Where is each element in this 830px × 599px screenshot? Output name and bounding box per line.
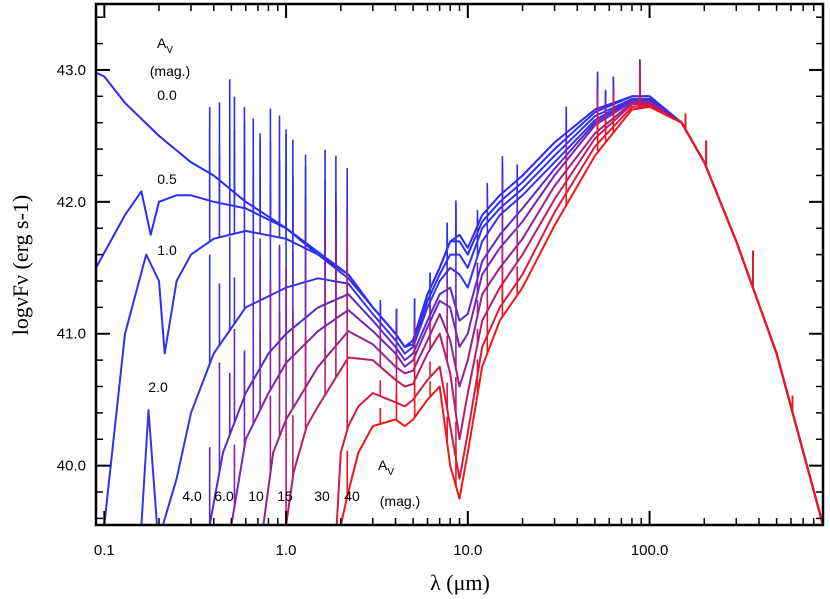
series-label-av-30: 30 <box>314 488 330 504</box>
y-tick-label: 40.0 <box>57 458 86 475</box>
series-line-av-0-0 <box>96 71 823 525</box>
series-label-av-1-0: 1.0 <box>157 242 177 258</box>
series-label-av-0-5: 0.5 <box>157 171 177 187</box>
series-line-av-30 <box>335 104 823 525</box>
av-symbol-bottom: AV <box>378 457 394 478</box>
series-labels: 0.0 0.5 1.0 2.0 4.0 6.0 10 15 30 40 <box>148 87 360 504</box>
y-tick-label: 41.0 <box>57 326 86 343</box>
plot-area <box>96 59 823 525</box>
av-symbol: AV <box>157 35 173 56</box>
av-unit: (mag.) <box>150 63 190 79</box>
x-tick-label: 0.1 <box>94 542 115 559</box>
series-line-av-4-0 <box>208 99 823 525</box>
series-line-av-2-0 <box>140 98 823 525</box>
series-label-av-2-0: 2.0 <box>148 379 168 395</box>
series-line-av-6-0 <box>230 100 823 525</box>
series-label-av-4-0: 4.0 <box>182 488 202 504</box>
axis-ticks: 0.1 1.0 10.0 100.040.041.042.043.0 <box>57 4 824 559</box>
plot-frame <box>94 2 825 527</box>
x-tick-label: 1.0 <box>276 542 297 559</box>
series-line-av-0-5 <box>96 95 823 525</box>
y-tick-label: 43.0 <box>57 62 86 79</box>
x-axis-title: λ (μm) <box>430 570 490 595</box>
av-legend-bottom: AV (mag.) <box>378 457 420 509</box>
series-label-av-0-0: 0.0 <box>157 87 177 103</box>
y-axis-title: logνFν (erg s-1) <box>8 195 33 335</box>
series-label-av-10: 10 <box>248 488 264 504</box>
av-unit-bottom: (mag.) <box>380 493 420 509</box>
series-label-av-40: 40 <box>344 488 360 504</box>
x-tick-label: 10.0 <box>453 542 482 559</box>
y-tick-label: 42.0 <box>57 194 86 211</box>
series-label-av-6-0: 6.0 <box>214 488 234 504</box>
series-label-av-15: 15 <box>277 488 293 504</box>
x-tick-label: 100.0 <box>631 542 669 559</box>
av-legend-top: AV (mag.) <box>150 35 190 79</box>
